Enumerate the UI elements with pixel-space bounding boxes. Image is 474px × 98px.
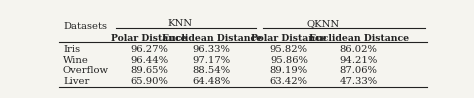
Text: QKNN: QKNN bbox=[307, 19, 339, 28]
Text: Euclidean Distance: Euclidean Distance bbox=[162, 34, 262, 43]
Text: 97.17%: 97.17% bbox=[192, 56, 231, 65]
Text: Polar Distance: Polar Distance bbox=[111, 34, 187, 43]
Text: 96.27%: 96.27% bbox=[130, 45, 168, 54]
Text: 96.44%: 96.44% bbox=[130, 56, 168, 65]
Text: Datasets: Datasets bbox=[63, 22, 107, 31]
Text: 87.06%: 87.06% bbox=[340, 66, 378, 75]
Text: 86.02%: 86.02% bbox=[340, 45, 378, 54]
Text: 88.54%: 88.54% bbox=[192, 66, 231, 75]
Text: 95.82%: 95.82% bbox=[270, 45, 308, 54]
Text: 89.65%: 89.65% bbox=[130, 66, 168, 75]
Text: Liver: Liver bbox=[63, 77, 89, 86]
Text: Overflow: Overflow bbox=[63, 66, 109, 75]
Text: 65.90%: 65.90% bbox=[130, 77, 168, 86]
Text: 96.33%: 96.33% bbox=[193, 45, 231, 54]
Text: Iris: Iris bbox=[63, 45, 80, 54]
Text: KNN: KNN bbox=[167, 19, 192, 28]
Text: 47.33%: 47.33% bbox=[339, 77, 378, 86]
Text: 64.48%: 64.48% bbox=[192, 77, 231, 86]
Text: 89.19%: 89.19% bbox=[270, 66, 308, 75]
Text: 63.42%: 63.42% bbox=[270, 77, 308, 86]
Text: 95.86%: 95.86% bbox=[270, 56, 308, 65]
Text: 94.21%: 94.21% bbox=[339, 56, 378, 65]
Text: Wine: Wine bbox=[63, 56, 89, 65]
Text: Euclidean Distance: Euclidean Distance bbox=[309, 34, 409, 43]
Text: Polar Distance: Polar Distance bbox=[251, 34, 327, 43]
